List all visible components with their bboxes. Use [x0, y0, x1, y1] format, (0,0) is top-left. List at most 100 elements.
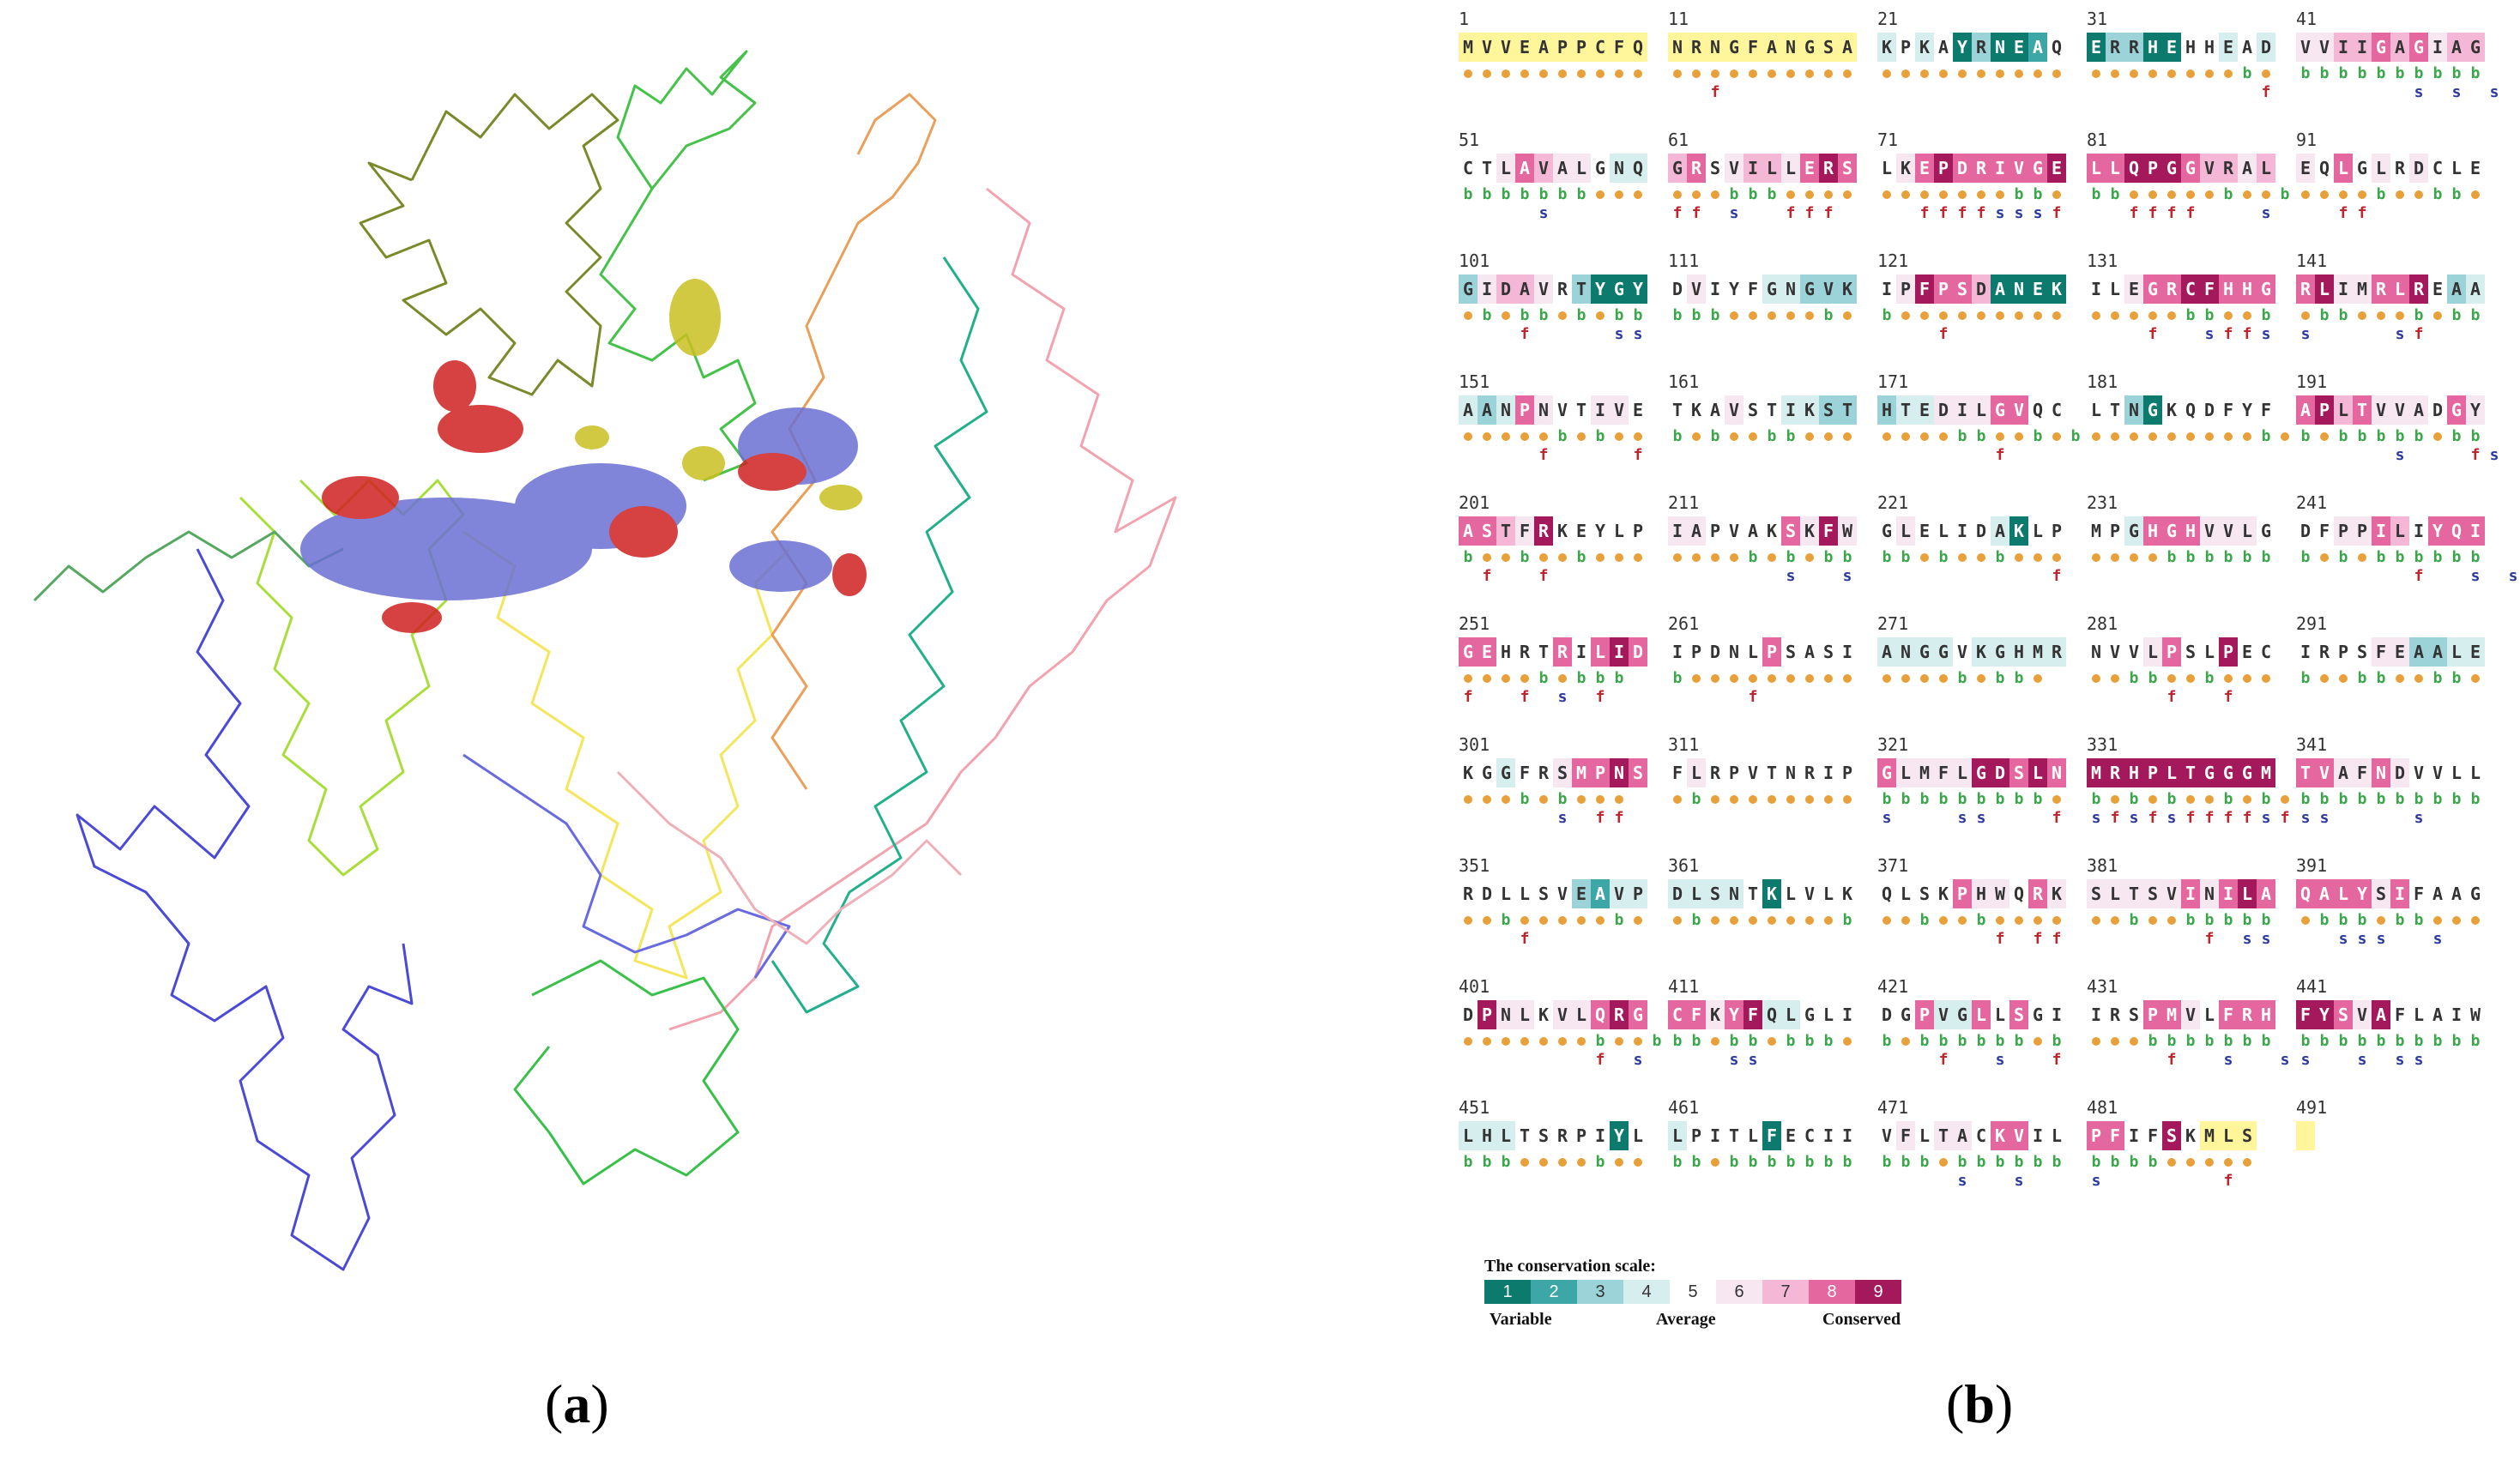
residue-cell: I — [2087, 1000, 2106, 1029]
residue-cell: A — [1991, 274, 2009, 304]
residue-cell: V — [2428, 758, 2447, 787]
residue-cell: A — [1991, 516, 2009, 546]
residue-cell: D — [1668, 274, 1687, 304]
residue-cell: H — [2143, 516, 2162, 546]
residue-cell: Q — [2181, 395, 2200, 425]
residue-cell: E — [1915, 395, 1934, 425]
residue-cell: G — [1725, 33, 1743, 62]
residue-cell: L — [2409, 1000, 2428, 1029]
residue-cell: I — [2219, 879, 2238, 908]
blob-yellow — [669, 279, 721, 356]
residue-cell: L — [1496, 879, 1515, 908]
residue-cell: L — [1781, 1000, 1800, 1029]
residue-cell: G — [1762, 274, 1781, 304]
residue-cell: D — [2296, 516, 2315, 546]
residue-cell: K — [1800, 395, 1819, 425]
residue-cell: K — [2162, 395, 2181, 425]
residue-cell: D — [2409, 154, 2428, 183]
residue-cell: G — [1800, 1000, 1819, 1029]
residue-cell: H — [2257, 1000, 2275, 1029]
residue-cell: G — [1972, 758, 1991, 787]
residue-cell: P — [1553, 33, 1572, 62]
residue-cell: L — [2087, 154, 2106, 183]
residue-number: 181 — [2087, 371, 2118, 392]
residue-cell: P — [2143, 758, 2162, 787]
residue-cell: T — [1743, 879, 1762, 908]
residue-cell: D — [1877, 1000, 1896, 1029]
residue-cell: E — [2124, 274, 2143, 304]
exposure-row: b — [1877, 307, 2066, 324]
residue-cell: L — [2200, 637, 2219, 667]
residue-cell: V — [1687, 274, 1706, 304]
residue-cell: S — [1629, 758, 1647, 787]
residue-cell: R — [2238, 1000, 2257, 1029]
residue-cell: Y — [1725, 1000, 1743, 1029]
function-row — [1877, 84, 2066, 101]
residue-cell: E — [2466, 154, 2485, 183]
residue-cell: V — [1553, 879, 1572, 908]
residue-number: 271 — [1877, 613, 1909, 634]
exposure-row — [1668, 65, 1857, 82]
residue-cell: L — [2334, 879, 2353, 908]
residue-cell: Y — [2466, 395, 2485, 425]
function-row — [1668, 447, 1857, 464]
legend-swatch: 1 — [1484, 1280, 1531, 1304]
residue-cell: V — [1496, 33, 1515, 62]
residue-cell: R — [2409, 274, 2428, 304]
residue-cell: R — [1800, 758, 1819, 787]
residue-cell: N — [2372, 758, 2390, 787]
residue-cell: L — [2106, 879, 2124, 908]
function-row — [1668, 326, 1857, 343]
residue-cell: R — [2124, 33, 2143, 62]
residue-cell: S — [1838, 154, 1857, 183]
residue-cell: D — [2428, 395, 2447, 425]
residue-cell: R — [2106, 1000, 2124, 1029]
residue-cell: Y — [1725, 274, 1743, 304]
residue-cell: K — [2047, 879, 2066, 908]
residue-cell: E — [2238, 637, 2257, 667]
residue-cell: I — [2353, 33, 2372, 62]
residue-cell: G — [1610, 274, 1629, 304]
residue-cell: D — [1478, 879, 1496, 908]
residue-cell: C — [1591, 33, 1610, 62]
function-row: s — [1538, 204, 1549, 222]
residue-cell: E — [1915, 516, 1934, 546]
residue-cell: R — [2106, 758, 2124, 787]
residue-cell: P — [1725, 758, 1743, 787]
residue-cell: A — [1591, 879, 1610, 908]
residue-cell: I — [1953, 516, 1972, 546]
legend-variable: Variable — [1490, 1310, 1552, 1329]
residue-cell: A — [1687, 516, 1706, 546]
residue-strip — [2296, 1121, 2315, 1150]
residue-cell: L — [1972, 395, 1991, 425]
residue-cell: F — [1515, 758, 1534, 787]
blob-yellow — [575, 425, 609, 449]
residue-cell: V — [1725, 516, 1743, 546]
legend-swatch: 3 — [1577, 1280, 1623, 1304]
legend-swatch: 6 — [1716, 1280, 1762, 1304]
residue-cell: Q — [1877, 879, 1896, 908]
residue-cell: I — [2466, 516, 2485, 546]
residue-cell: E — [1915, 154, 1934, 183]
residue-number: 151 — [1459, 371, 1490, 392]
function-row — [2087, 447, 2275, 464]
residue-number: 31 — [2087, 9, 2108, 29]
residue-cell: E — [2428, 274, 2447, 304]
residue-cell: L — [1896, 879, 1915, 908]
residue-cell: T — [2124, 879, 2143, 908]
